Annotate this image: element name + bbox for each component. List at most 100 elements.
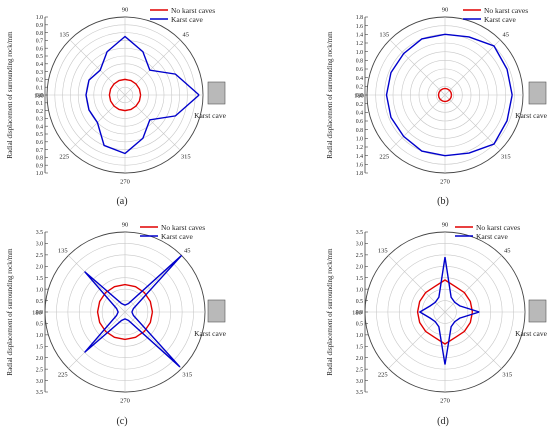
grid-spoke <box>68 255 126 313</box>
tick-label: 3.5 <box>356 390 363 396</box>
tick-label: 0.2 <box>36 109 43 115</box>
angle-label: 315 <box>502 372 512 379</box>
angle-label: 270 <box>120 179 130 186</box>
tick-label: 0.5 <box>356 322 363 328</box>
angle-label: 135 <box>58 247 68 254</box>
tick-label: 2.0 <box>36 356 43 362</box>
tick-label: 0.8 <box>356 128 363 134</box>
angle-label: 45 <box>183 32 190 39</box>
series-line-no-karst <box>108 78 142 112</box>
polar-chart-2: 045901351802252703150.00.20.20.40.40.60.… <box>326 6 548 207</box>
grid-spoke <box>69 39 126 96</box>
grid-spoke <box>444 255 502 313</box>
tick-label: 1.0 <box>36 171 43 177</box>
tick-label: 3.5 <box>36 230 43 236</box>
series-line-no-karst <box>437 87 453 103</box>
tick-label: 0.5 <box>36 322 43 328</box>
grid-spoke <box>388 255 446 313</box>
series-line-karst <box>385 33 513 157</box>
tick-label: 0.3 <box>36 117 43 123</box>
tick-label: 1.5 <box>36 344 43 350</box>
karst-cave-label: Karst cave <box>515 329 548 338</box>
polar-chart-3: 045901351802252703150.00.50.51.01.01.51.… <box>6 222 227 428</box>
angle-label: 315 <box>181 153 191 160</box>
karst-cave-box <box>207 81 226 105</box>
tick-label: 0.0 <box>356 310 363 316</box>
series-line-karst <box>84 254 183 368</box>
tick-label: 3.0 <box>36 242 43 248</box>
tick-label: 3.0 <box>356 242 363 248</box>
y-axis-label: Radial displacement of surrounding rock/… <box>326 248 334 376</box>
tick-label: 1.0 <box>356 50 363 56</box>
tick-label: 1.0 <box>36 333 43 339</box>
y-axis-label: Radial displacement of surrounding rock/… <box>326 31 334 159</box>
legend-label: No karst caves <box>161 223 205 232</box>
tick-label: 0.6 <box>356 119 363 125</box>
tick-label: 2.0 <box>36 264 43 270</box>
grid-spoke <box>389 94 446 151</box>
karst-cave-box <box>528 299 547 323</box>
angle-label: 180 <box>32 310 42 317</box>
polar-chart-4: 045901351802252703150.00.50.51.01.01.51.… <box>326 222 548 428</box>
tick-label: 1.6 <box>356 24 363 30</box>
legend-label: No karst caves <box>476 223 520 232</box>
angle-label: 135 <box>59 32 69 39</box>
tick-label: 1.0 <box>356 137 363 143</box>
angle-label: 90 <box>122 7 129 14</box>
y-axis-label: Radial displacement of surrounding rock/… <box>6 31 14 159</box>
grid-spoke <box>444 311 502 369</box>
tick-label: 3.0 <box>36 379 43 385</box>
tick-label: 2.5 <box>36 367 43 373</box>
tick-label: 0.3 <box>36 70 43 76</box>
tick-label: 2.5 <box>356 367 363 373</box>
grid-spoke <box>388 311 446 369</box>
legend-label: No karst caves <box>484 6 528 15</box>
angle-label: 135 <box>378 247 388 254</box>
panel-label: (c) <box>116 416 127 427</box>
tick-label: 0.0 <box>356 93 363 99</box>
angle-label: 45 <box>503 32 510 39</box>
series-line-karst <box>85 35 200 155</box>
tick-label: 1.0 <box>36 287 43 293</box>
tick-label: 2.0 <box>356 356 363 362</box>
tick-label: 0.4 <box>356 76 363 82</box>
tick-label: 0.5 <box>356 299 363 305</box>
karst-cave-box <box>207 299 226 323</box>
tick-label: 0.9 <box>36 163 43 169</box>
angle-label: 270 <box>120 398 130 405</box>
panel-label: (d) <box>437 416 449 427</box>
tick-label: 0.1 <box>36 101 43 107</box>
legend-label: Karst cave <box>161 232 194 241</box>
tick-label: 2.0 <box>356 264 363 270</box>
angle-label: 45 <box>504 247 511 254</box>
grid-spoke <box>389 39 446 96</box>
panel-label: (b) <box>437 196 449 207</box>
legend-label: Karst cave <box>484 15 517 24</box>
tick-label: 1.4 <box>356 154 363 160</box>
tick-label: 0.2 <box>356 85 363 91</box>
angle-label: 135 <box>379 32 389 39</box>
tick-label: 1.5 <box>36 276 43 282</box>
angle-label: 180 <box>354 93 364 100</box>
tick-label: 1.8 <box>356 171 363 177</box>
tick-label: 0.6 <box>356 67 363 73</box>
karst-cave-box <box>528 81 547 105</box>
y-axis-label: Radial displacement of surrounding rock/… <box>6 248 14 376</box>
polar-chart-1: 045901351802252703150.00.10.10.20.20.30.… <box>6 6 227 207</box>
karst-cave-label: Karst cave <box>194 111 227 120</box>
tick-label: 1.8 <box>356 15 363 21</box>
angle-label: 45 <box>184 247 191 254</box>
tick-label: 1.0 <box>356 287 363 293</box>
angle-label: 270 <box>440 398 450 405</box>
angle-label: 225 <box>59 153 69 160</box>
grid-spoke <box>124 39 181 96</box>
tick-label: 0.4 <box>36 62 43 68</box>
grid-spoke <box>444 94 501 151</box>
tick-label: 1.4 <box>356 33 363 39</box>
tick-label: 2.5 <box>356 253 363 259</box>
legend-label: No karst caves <box>171 6 215 15</box>
tick-label: 0.7 <box>36 39 43 45</box>
tick-label: 0.7 <box>36 148 43 154</box>
angle-label: 225 <box>379 153 389 160</box>
grid-spoke <box>124 94 181 151</box>
